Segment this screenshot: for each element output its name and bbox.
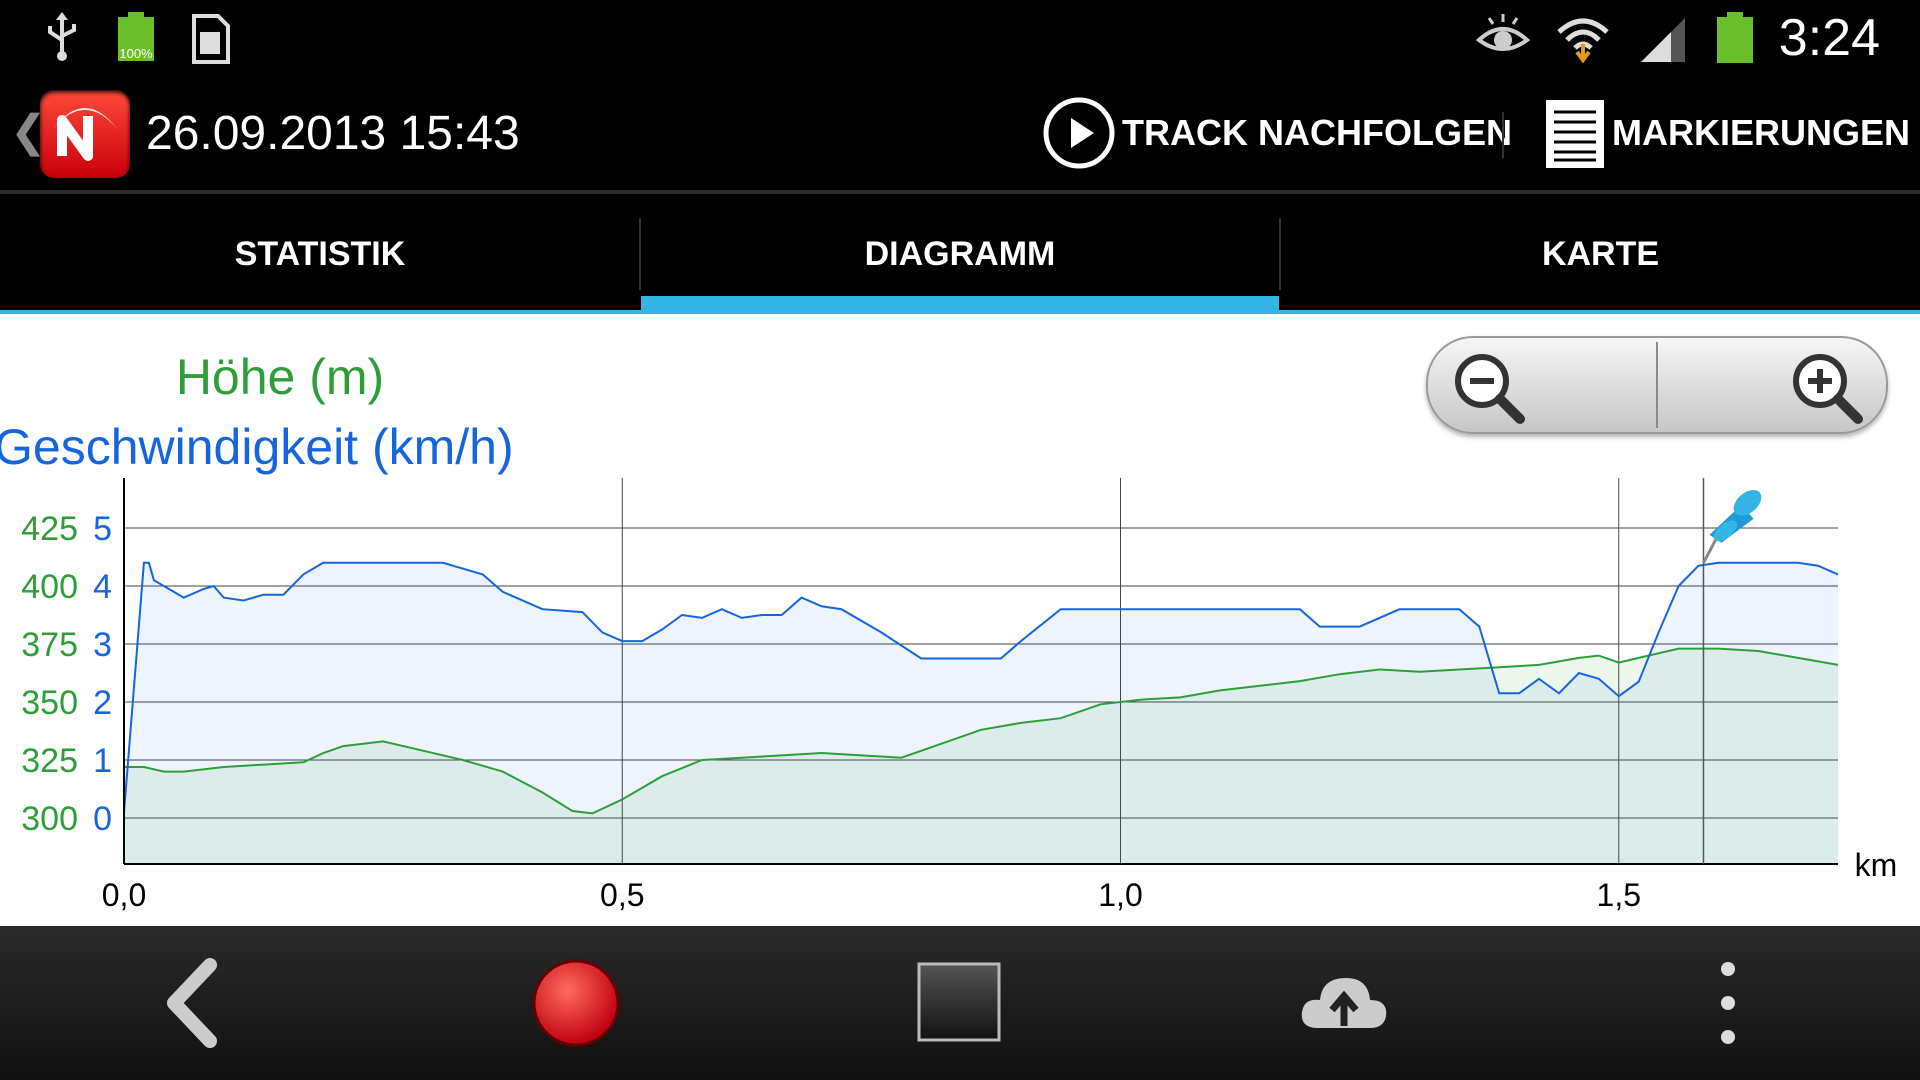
play-icon xyxy=(1043,97,1115,169)
back-arrow-icon xyxy=(167,958,217,1048)
overflow-menu-button[interactable] xyxy=(1628,926,1828,1080)
y-tick-label-altitude: 375 xyxy=(21,626,78,664)
upload-button[interactable] xyxy=(1244,926,1444,1080)
clock: 3:24 xyxy=(1778,9,1880,67)
action-divider xyxy=(1502,112,1504,158)
status-icons-right: 3:24 xyxy=(1475,6,1880,70)
legend-altitude: Höhe (m) xyxy=(176,349,384,405)
pin-base xyxy=(1713,520,1738,542)
y-tick-label-speed: 0 xyxy=(93,800,112,838)
window-icon xyxy=(917,962,1001,1042)
y-tick-label-altitude: 400 xyxy=(21,568,78,606)
chart-areas xyxy=(124,562,1838,864)
selected-tab-indicator xyxy=(641,296,1279,310)
y-tick-label-altitude: 325 xyxy=(21,742,78,780)
tab-statistik[interactable]: STATISTIK xyxy=(0,194,640,314)
elevation-speed-chart[interactable]: 300 325 350 375 400 425 0 1 2 3 4 5 0,0 0,5 1,0 1,5 Höh… xyxy=(0,314,1920,926)
app-logo-icon xyxy=(52,108,118,161)
x-tick-label: 0,5 xyxy=(600,877,644,913)
chart-axes: 300 325 350 375 400 425 0 1 2 3 4 5 0,0 0,5 1,0 1,5 xyxy=(21,478,1838,913)
back-button[interactable] xyxy=(94,926,294,1080)
zoom-out-icon xyxy=(1455,354,1525,424)
pin-head xyxy=(1733,489,1762,516)
tab-label: KARTE xyxy=(1541,234,1660,273)
x-tick-label: 1,5 xyxy=(1597,877,1641,913)
tab-label: DIAGRAMM xyxy=(864,234,1056,273)
chart-lines xyxy=(123,561,1839,815)
tab-karte[interactable]: KARTE xyxy=(1281,194,1920,314)
list-icon xyxy=(1546,100,1604,168)
battery-icon: 100% xyxy=(118,12,154,61)
eye-icon xyxy=(1475,14,1530,51)
markers-button[interactable]: MARKIERUNGEN xyxy=(1544,100,1911,168)
y-tick-label-altitude: 425 xyxy=(21,510,78,548)
y-tick-label-speed: 3 xyxy=(93,626,112,664)
y-tick-label-speed: 5 xyxy=(93,510,112,548)
x-axis-unit: km xyxy=(1855,847,1898,883)
follow-track-button[interactable]: TRACK NACHFOLGEN xyxy=(1042,97,1512,169)
battery-percent-label: 100% xyxy=(119,46,153,61)
overflow-menu-icon xyxy=(1721,962,1735,1044)
status-bar: 100% 3:24 xyxy=(0,0,1920,76)
signal-icon xyxy=(1640,18,1685,62)
tab-diagramm[interactable]: DIAGRAMM xyxy=(641,194,1279,314)
speed-area xyxy=(124,562,1838,864)
x-tick-label: 1,0 xyxy=(1098,877,1142,913)
sd-card-icon xyxy=(192,14,230,64)
wifi-icon xyxy=(1557,18,1609,64)
tab-divider xyxy=(639,218,641,290)
y-tick-label-speed: 2 xyxy=(93,684,112,722)
chart-marker[interactable] xyxy=(1702,478,1766,864)
zoom-controls xyxy=(1426,336,1888,434)
battery-icon xyxy=(1716,12,1753,63)
usb-icon xyxy=(48,12,76,61)
y-tick-label-speed: 1 xyxy=(93,742,112,780)
diagram-panel: 300 325 350 375 400 425 0 1 2 3 4 5 0,0 0,5 1,0 1,5 Höh… xyxy=(0,314,1920,926)
zoom-out-button[interactable] xyxy=(1428,338,1676,432)
tab-label: STATISTIK xyxy=(234,234,406,273)
cloud-upload-icon xyxy=(1301,978,1387,1028)
bottom-bar xyxy=(0,926,1920,1080)
zoom-in-button[interactable] xyxy=(1658,338,1886,432)
tab-bar: STATISTIK DIAGRAMM KARTE xyxy=(0,194,1920,314)
y-tick-label-altitude: 350 xyxy=(21,684,78,722)
legend-speed: Geschwindigkeit (km/h) xyxy=(0,419,514,475)
status-icons-left: 100% xyxy=(40,10,232,66)
window-button[interactable] xyxy=(860,926,1060,1080)
speed-line xyxy=(123,561,1839,813)
page-title: 26.09.2013 15:43 xyxy=(146,107,520,160)
x-tick-label: 0,0 xyxy=(102,877,146,913)
tab-underline xyxy=(0,310,1920,314)
zoom-divider xyxy=(1656,342,1658,428)
zoom-in-icon xyxy=(1793,354,1863,424)
tab-divider xyxy=(1279,218,1281,290)
markers-label: MARKIERUNGEN xyxy=(1612,112,1911,153)
altitude-line xyxy=(124,647,1839,815)
altitude-area xyxy=(124,648,1838,864)
y-tick-label-altitude: 300 xyxy=(21,800,78,838)
record-button[interactable] xyxy=(476,926,676,1080)
app-logo[interactable] xyxy=(40,90,130,178)
follow-track-label: TRACK NACHFOLGEN xyxy=(1122,112,1512,153)
action-bar: ❮ 26.09.2013 15:43 TRACK NACHFOLGEN MARK… xyxy=(0,76,1920,194)
record-icon xyxy=(532,959,620,1047)
y-tick-label-speed: 4 xyxy=(93,568,112,606)
pin-icon xyxy=(1702,489,1762,564)
chart-grid xyxy=(123,478,1838,864)
